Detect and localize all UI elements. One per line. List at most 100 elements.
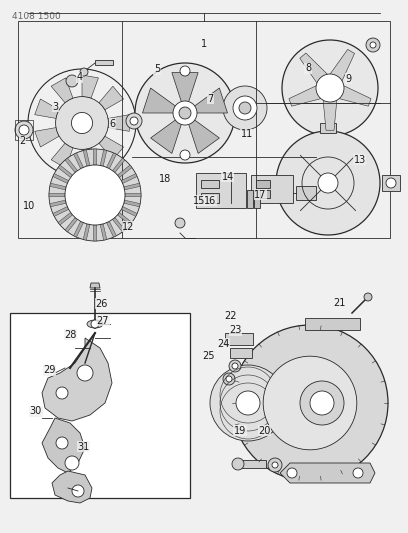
Text: 14: 14 bbox=[222, 172, 234, 182]
Bar bbox=[296, 186, 316, 200]
Polygon shape bbox=[100, 150, 107, 166]
Polygon shape bbox=[99, 86, 124, 110]
Bar bbox=[15, 120, 33, 140]
Circle shape bbox=[353, 468, 363, 478]
Polygon shape bbox=[52, 471, 92, 503]
Bar bbox=[196, 173, 246, 208]
Bar bbox=[238, 460, 266, 468]
Polygon shape bbox=[83, 224, 90, 240]
Text: 12: 12 bbox=[122, 222, 135, 231]
Circle shape bbox=[130, 117, 138, 125]
Polygon shape bbox=[50, 200, 66, 207]
Circle shape bbox=[229, 360, 241, 372]
Bar bbox=[382, 175, 400, 191]
Text: 17: 17 bbox=[254, 190, 266, 199]
Text: 11: 11 bbox=[241, 130, 253, 139]
Polygon shape bbox=[100, 224, 107, 240]
Polygon shape bbox=[106, 221, 116, 237]
Polygon shape bbox=[50, 183, 66, 190]
Polygon shape bbox=[42, 338, 112, 421]
Circle shape bbox=[210, 365, 286, 441]
Circle shape bbox=[80, 68, 88, 76]
Text: 16: 16 bbox=[204, 196, 217, 206]
Circle shape bbox=[370, 42, 376, 48]
Bar bbox=[230, 348, 252, 358]
Polygon shape bbox=[108, 115, 129, 131]
Text: 13: 13 bbox=[354, 155, 366, 165]
Circle shape bbox=[272, 462, 278, 468]
Text: 9: 9 bbox=[346, 74, 352, 84]
Polygon shape bbox=[65, 158, 78, 173]
Circle shape bbox=[386, 178, 396, 188]
Text: 8: 8 bbox=[305, 63, 311, 73]
Circle shape bbox=[318, 173, 338, 193]
Polygon shape bbox=[82, 148, 98, 171]
Circle shape bbox=[300, 381, 344, 425]
Polygon shape bbox=[322, 88, 338, 130]
Text: 4108 1500: 4108 1500 bbox=[12, 12, 61, 21]
Circle shape bbox=[56, 437, 68, 449]
Text: 3: 3 bbox=[52, 102, 58, 111]
Text: 29: 29 bbox=[44, 366, 56, 375]
Circle shape bbox=[263, 356, 357, 450]
Circle shape bbox=[232, 458, 244, 470]
Text: 19: 19 bbox=[234, 426, 246, 435]
Polygon shape bbox=[93, 225, 97, 241]
Circle shape bbox=[126, 113, 142, 129]
Circle shape bbox=[15, 121, 33, 139]
Circle shape bbox=[316, 74, 344, 102]
Text: 25: 25 bbox=[203, 351, 215, 361]
Text: 1: 1 bbox=[201, 39, 207, 49]
Text: 4: 4 bbox=[76, 72, 83, 82]
Text: 22: 22 bbox=[224, 311, 237, 320]
Circle shape bbox=[236, 391, 260, 415]
Circle shape bbox=[223, 373, 235, 385]
Polygon shape bbox=[51, 143, 73, 168]
Text: 10: 10 bbox=[23, 201, 35, 211]
Bar bbox=[305, 318, 360, 330]
Bar bbox=[95, 60, 113, 65]
Circle shape bbox=[55, 96, 109, 149]
Text: 18: 18 bbox=[159, 174, 171, 183]
Polygon shape bbox=[106, 153, 116, 168]
Circle shape bbox=[135, 63, 235, 163]
Polygon shape bbox=[90, 283, 100, 288]
Polygon shape bbox=[172, 72, 198, 113]
Text: 7: 7 bbox=[207, 94, 213, 103]
Bar bbox=[201, 193, 219, 203]
Polygon shape bbox=[53, 174, 69, 183]
Polygon shape bbox=[113, 158, 125, 173]
Circle shape bbox=[65, 456, 79, 470]
Bar bbox=[18, 21, 390, 238]
Text: 15: 15 bbox=[193, 196, 205, 206]
Text: 2: 2 bbox=[19, 136, 26, 146]
Polygon shape bbox=[185, 113, 220, 154]
Circle shape bbox=[226, 376, 232, 382]
Circle shape bbox=[268, 458, 282, 472]
Bar bbox=[201, 180, 219, 188]
Circle shape bbox=[223, 86, 267, 130]
Circle shape bbox=[56, 387, 68, 399]
Polygon shape bbox=[65, 217, 78, 232]
Polygon shape bbox=[327, 80, 371, 106]
Polygon shape bbox=[58, 213, 73, 225]
Polygon shape bbox=[125, 193, 141, 197]
Bar bbox=[225, 333, 253, 345]
Circle shape bbox=[364, 293, 372, 301]
Polygon shape bbox=[83, 150, 90, 166]
Text: 23: 23 bbox=[230, 326, 242, 335]
Circle shape bbox=[282, 40, 378, 136]
Text: 31: 31 bbox=[78, 442, 90, 451]
Circle shape bbox=[65, 165, 125, 225]
Circle shape bbox=[77, 365, 93, 381]
Polygon shape bbox=[93, 149, 97, 165]
Polygon shape bbox=[124, 183, 140, 190]
Polygon shape bbox=[35, 127, 59, 147]
Bar bbox=[256, 190, 270, 198]
Polygon shape bbox=[124, 200, 140, 207]
Polygon shape bbox=[73, 221, 83, 237]
Circle shape bbox=[175, 218, 185, 228]
Polygon shape bbox=[82, 75, 98, 98]
Polygon shape bbox=[185, 88, 228, 113]
Polygon shape bbox=[280, 463, 375, 483]
